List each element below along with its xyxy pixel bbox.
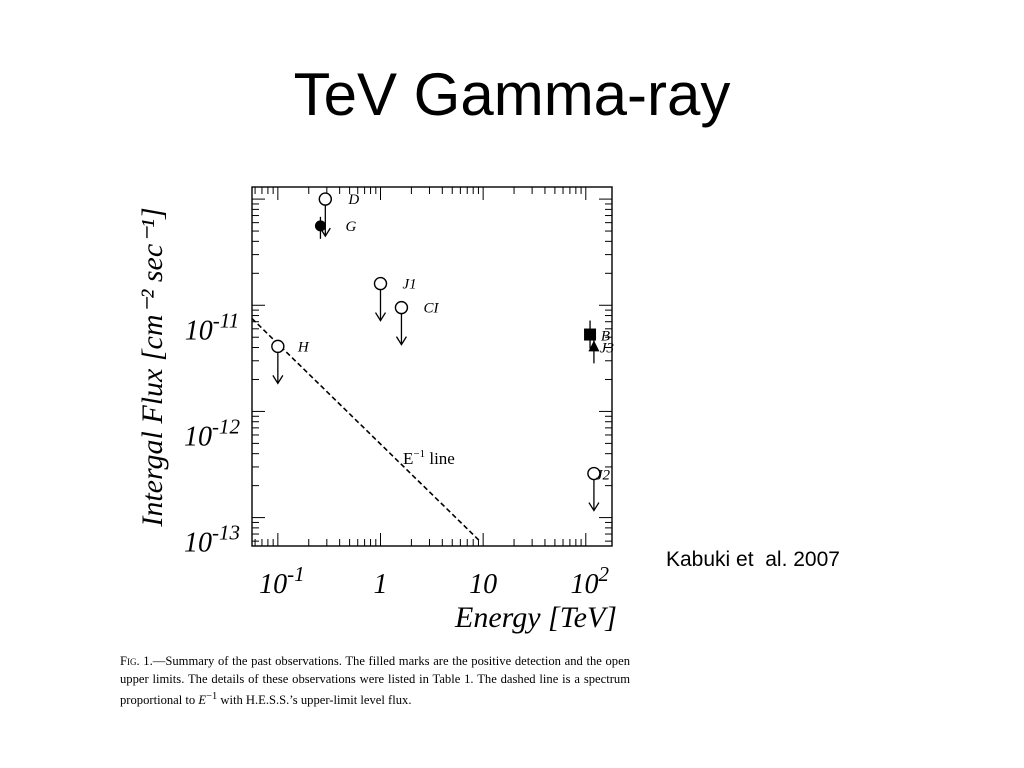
slide-title: TeV Gamma-ray xyxy=(293,61,731,128)
upper-limit-arrowhead-j2 xyxy=(588,502,600,512)
point-ci xyxy=(394,300,409,315)
citation-year: al. 2007 xyxy=(765,548,840,571)
y-tick-label: 10-13 xyxy=(184,521,240,559)
point-b xyxy=(584,328,597,341)
y-tick-label: 10-11 xyxy=(185,308,239,346)
caption-text-b: with H.E.S.S.’s upper-limit level flux. xyxy=(217,693,412,708)
figure-caption: Fig. 1.—Summary of the past observations… xyxy=(120,652,630,709)
point-j3 xyxy=(588,340,600,352)
axis-ticks xyxy=(252,187,612,546)
upper-limit-arrowhead-ci xyxy=(395,336,408,346)
point-h xyxy=(271,339,285,354)
caption-math-exp: −1 xyxy=(206,691,218,702)
reference-line-group: E−1 line xyxy=(251,317,481,542)
point-label-j2: J2 xyxy=(596,468,611,484)
upper-limit-arrowhead-j1 xyxy=(374,312,387,322)
x-tick-label: 10-1 xyxy=(259,562,305,600)
point-label-b: B xyxy=(601,329,610,345)
x-tick-label: 10 xyxy=(469,569,497,600)
point-label-j1: J1 xyxy=(402,277,416,293)
caption-fig-label: Fig. 1. xyxy=(120,654,153,668)
data-points: DG J1 CI H BJ3 J2 xyxy=(271,192,614,512)
citation: Kabuki et al. 2007 xyxy=(666,548,840,572)
caption-text-a: —Summary of the past observations. The f… xyxy=(120,654,630,708)
citation-author: Kabuki et xyxy=(666,548,754,571)
point-d xyxy=(318,192,333,206)
plot-frame xyxy=(251,186,613,547)
y-axis-label: Intergal Flux [cm⁻² sec⁻¹] xyxy=(136,207,169,527)
upper-limit-arrowhead-h xyxy=(272,375,284,385)
point-j2 xyxy=(587,466,601,481)
point-j1 xyxy=(373,276,388,291)
x-axis-label: Energy [TeV] xyxy=(454,601,617,634)
point-label-ci: CI xyxy=(423,301,439,317)
point-label-g: G xyxy=(345,219,356,235)
point-g xyxy=(314,220,326,232)
point-label-h: H xyxy=(297,339,310,355)
caption-math: E xyxy=(198,693,207,708)
reference-line xyxy=(251,317,481,542)
point-label-d: D xyxy=(347,192,359,208)
point-label-j3: J3 xyxy=(600,340,614,356)
x-tick-label: 1 xyxy=(373,569,387,600)
y-tick-label: 10-12 xyxy=(184,414,240,452)
reference-line-label: E−1 line xyxy=(403,448,455,468)
x-tick-label: 102 xyxy=(571,562,610,600)
